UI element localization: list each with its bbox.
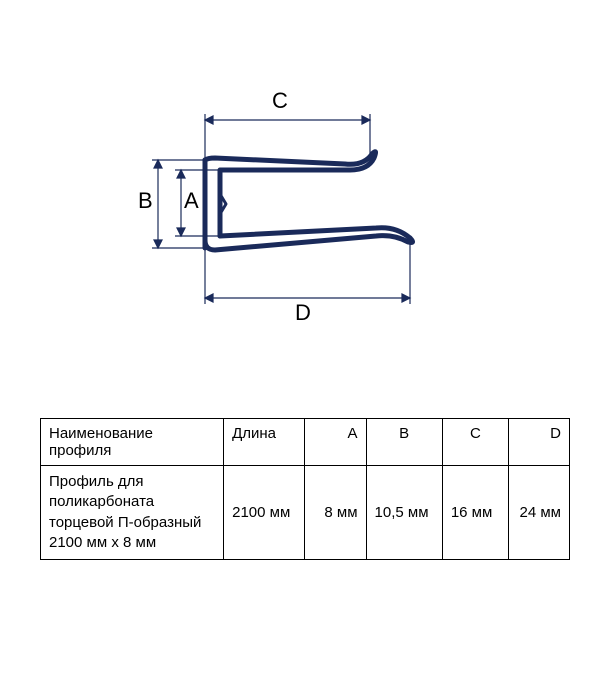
- table-row: Профиль для поликарбоната торцевой П-обр…: [41, 466, 570, 560]
- cell-length: 2100 мм: [224, 466, 305, 560]
- dim-label-c: C: [272, 88, 288, 114]
- dim-label-b: B: [138, 188, 153, 214]
- col-header-length: Длина: [224, 419, 305, 466]
- cell-name: Профиль для поликарбоната торцевой П-обр…: [41, 466, 224, 560]
- spec-table: Наименование профиля Длина A B C D Профи…: [40, 418, 570, 560]
- col-header-name: Наименование профиля: [41, 419, 224, 466]
- table-header-row: Наименование профиля Длина A B C D: [41, 419, 570, 466]
- dim-label-a: A: [184, 188, 199, 214]
- cell-b: 10,5 мм: [366, 466, 442, 560]
- col-header-c: C: [442, 419, 508, 466]
- col-header-a: A: [305, 419, 366, 466]
- col-header-d: D: [508, 419, 569, 466]
- dim-label-d: D: [295, 300, 311, 326]
- cell-a: 8 мм: [305, 466, 366, 560]
- profile-diagram: C D A B: [80, 60, 520, 380]
- cell-d: 24 мм: [508, 466, 569, 560]
- col-header-b: B: [366, 419, 442, 466]
- cell-c: 16 мм: [442, 466, 508, 560]
